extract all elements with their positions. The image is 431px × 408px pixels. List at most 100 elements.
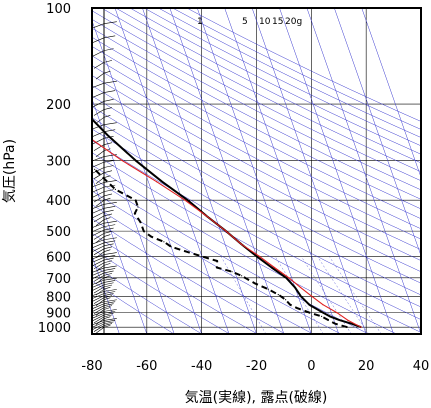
dry-adiabat-line xyxy=(92,152,421,333)
parcel-point xyxy=(241,243,243,245)
temperature-point xyxy=(187,199,189,201)
wind-barb xyxy=(92,182,105,188)
y-tick-label: 200 xyxy=(46,98,71,113)
wind-barb xyxy=(92,82,105,89)
parcel-point xyxy=(184,199,186,201)
wind-barb xyxy=(103,60,113,63)
dewpoint-series-line xyxy=(92,165,348,329)
wind-barb xyxy=(93,109,105,116)
wind-barb xyxy=(95,251,105,258)
parcel-point xyxy=(206,215,208,218)
wind-barb xyxy=(103,291,116,294)
wind-barb xyxy=(92,301,105,307)
wind-barb xyxy=(93,286,105,294)
parcel-point xyxy=(311,295,313,297)
wind-barb xyxy=(103,301,116,305)
wind-barb xyxy=(103,318,117,321)
parcel-point xyxy=(273,266,275,269)
dry-adiabat-line xyxy=(92,46,421,220)
wind-barb xyxy=(93,144,105,151)
wind-barb xyxy=(93,262,105,269)
isotherm-line xyxy=(334,8,421,257)
wind-barb xyxy=(93,297,105,304)
isotherm-line xyxy=(92,254,120,334)
wind-barb xyxy=(103,303,114,306)
wind-barb xyxy=(92,259,105,267)
wind-barb xyxy=(103,21,117,25)
wind-barb xyxy=(93,215,105,223)
wind-barb xyxy=(103,286,111,290)
wind-barb xyxy=(95,288,105,296)
temperature-point xyxy=(285,277,287,279)
mixing-ratio-label: 10 xyxy=(259,17,271,27)
dewpoint-point xyxy=(137,206,139,208)
wind-barb xyxy=(92,314,105,322)
wind-barb xyxy=(95,72,105,80)
dry-adiabat-line xyxy=(92,117,421,296)
wind-barb xyxy=(92,211,105,219)
wind-barb xyxy=(95,236,105,243)
wind-barb xyxy=(103,246,113,250)
wind-barb xyxy=(103,273,113,276)
wind-barb xyxy=(92,124,105,130)
dewpoint-point xyxy=(277,294,279,296)
dewpoint-point xyxy=(186,251,188,253)
temperature-point xyxy=(322,312,324,314)
wind-barb xyxy=(103,265,117,269)
isotherm-line xyxy=(251,8,367,334)
dewpoint-point xyxy=(244,277,246,279)
wind-barb xyxy=(103,252,117,255)
wind-barb xyxy=(95,326,105,334)
wind-barb xyxy=(103,277,117,281)
wind-barb xyxy=(103,213,113,217)
wind-barb xyxy=(92,311,105,317)
mixing-ratio-line xyxy=(301,256,352,334)
dry-adiabat-line xyxy=(92,140,421,320)
parcel-point xyxy=(360,326,362,328)
wind-barb xyxy=(93,195,105,203)
wind-barb xyxy=(93,307,105,314)
wind-barb xyxy=(93,316,105,324)
wind-barb xyxy=(103,142,113,145)
wind-barb xyxy=(95,299,105,306)
dry-adiabat-line xyxy=(92,218,286,334)
y-tick-label: 500 xyxy=(46,225,71,240)
temperature-point xyxy=(134,159,136,161)
wind-barb xyxy=(103,227,114,231)
wind-barb xyxy=(103,237,117,241)
wind-barb xyxy=(103,312,114,316)
dry-adiabat-line xyxy=(92,55,421,230)
isotherm-line xyxy=(306,8,421,334)
dry-adiabat-line xyxy=(92,280,175,334)
dewpoint-point xyxy=(143,230,145,232)
wind-barb xyxy=(103,305,113,308)
wind-barb xyxy=(103,314,113,318)
dry-adiabat-line xyxy=(129,8,421,155)
parcel-point xyxy=(121,159,123,161)
wind-barb xyxy=(103,293,114,296)
dry-adiabat-line xyxy=(92,204,314,334)
y-tick-label: 800 xyxy=(46,290,71,305)
wind-barb xyxy=(92,101,105,108)
wind-barb xyxy=(93,233,105,240)
wind-barb xyxy=(92,204,105,210)
x-tick-label: -80 xyxy=(81,359,102,374)
wind-barb xyxy=(92,191,105,198)
wind-barb xyxy=(103,205,116,209)
isotherm-line xyxy=(92,176,148,334)
wind-barb xyxy=(92,222,105,228)
wind-barb xyxy=(92,272,105,280)
dry-adiabat-line xyxy=(92,10,421,181)
dewpoint-point xyxy=(94,168,96,170)
wind-barb xyxy=(95,309,105,316)
wind-barb xyxy=(92,291,105,297)
wind-barb xyxy=(103,249,111,252)
wind-barb xyxy=(95,150,105,157)
temperature-point xyxy=(256,255,258,257)
wind-barb xyxy=(95,318,105,325)
wind-barb xyxy=(95,265,105,272)
mixing-ratio-labels: 1 5 10 15 20g xyxy=(197,17,302,27)
wind-barb xyxy=(103,282,114,286)
wind-barb xyxy=(92,229,105,237)
